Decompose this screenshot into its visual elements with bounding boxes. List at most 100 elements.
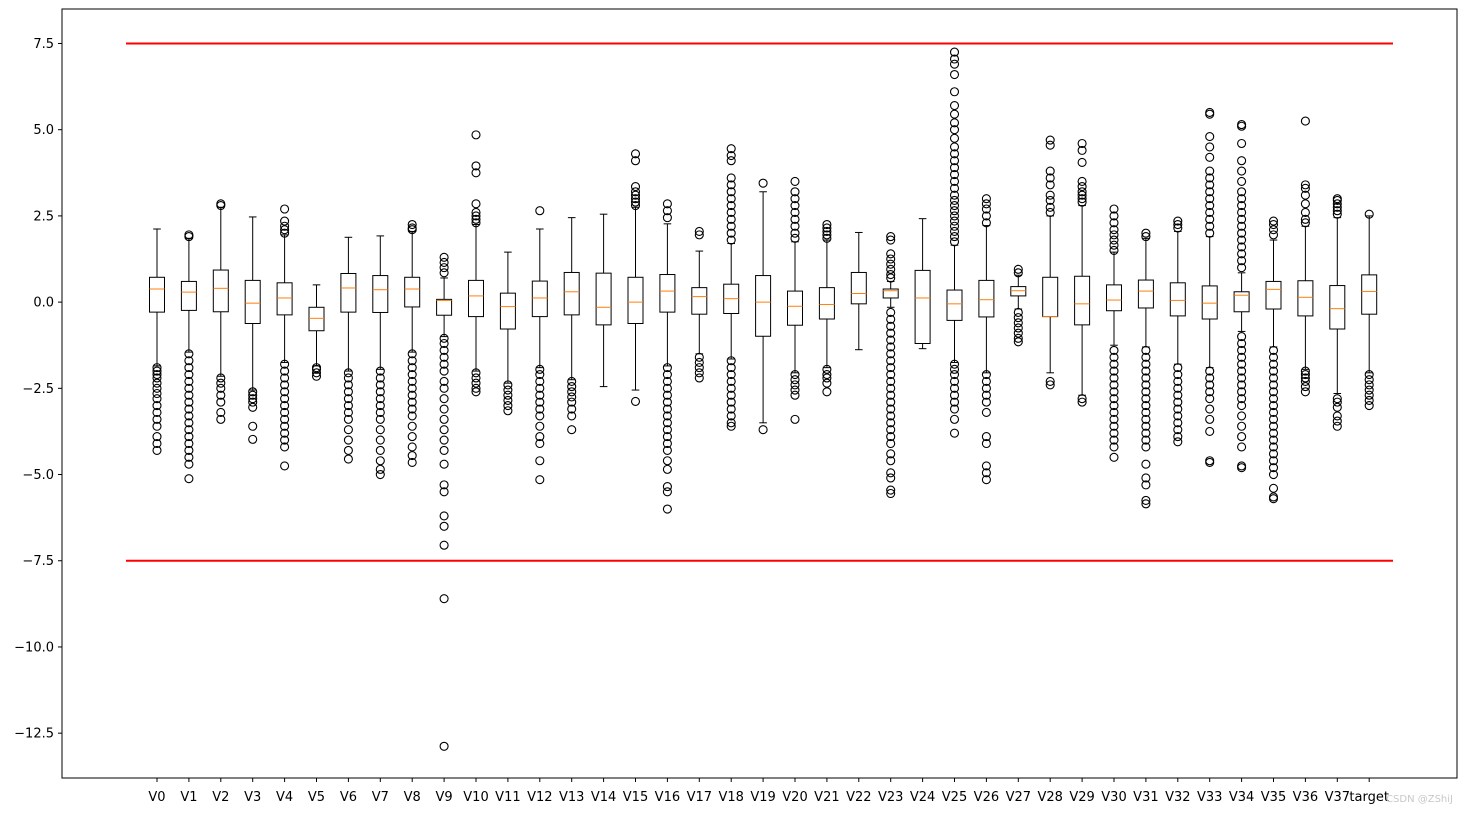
flier-point [1077, 182, 1087, 192]
flier-point [1109, 211, 1119, 221]
flier-point [758, 425, 768, 435]
flier-point [1045, 135, 1055, 145]
flier-point [662, 464, 672, 474]
flier-point [1205, 152, 1215, 162]
flier-point [662, 411, 672, 421]
flier-point [439, 414, 449, 424]
flier-point [1109, 401, 1119, 411]
flier-point [407, 349, 417, 359]
flier-point [949, 364, 960, 374]
flier-point [375, 373, 385, 383]
flier-point [1205, 201, 1215, 211]
flier-point [1109, 452, 1119, 462]
x-tick-label: V24 [910, 790, 935, 805]
box-iqr [755, 275, 772, 337]
flier-point [1268, 345, 1279, 355]
flier-point [471, 199, 481, 209]
flier-point [1237, 187, 1247, 197]
flier-point [1332, 402, 1342, 412]
box-V8 [404, 219, 421, 468]
flier-point [1300, 207, 1310, 218]
flier-point [981, 199, 991, 209]
flier-point [886, 397, 896, 407]
flier-point [790, 214, 800, 224]
flier-point [439, 263, 449, 273]
x-tick-label: V29 [1069, 790, 1094, 805]
flier-point [1109, 387, 1119, 397]
flier-point [1077, 194, 1087, 204]
flier-point [471, 130, 481, 140]
flier-point [1013, 323, 1023, 333]
flier-point [1109, 240, 1119, 250]
flier-point [1077, 145, 1087, 155]
flier-point [886, 235, 896, 245]
flier-point [662, 390, 672, 400]
flier-point [280, 421, 290, 431]
box-V7 [372, 235, 389, 480]
flier-point [216, 199, 226, 209]
box-V26 [978, 194, 995, 485]
flier-point [1077, 394, 1087, 404]
x-tick-label: V10 [463, 790, 488, 805]
flier-point [630, 194, 641, 204]
flier-point [375, 469, 385, 480]
flier-point [981, 383, 991, 393]
flier-point [1173, 404, 1183, 414]
x-tick-label: V21 [814, 790, 839, 805]
flier-point [949, 47, 960, 57]
flier-point [981, 432, 991, 442]
flier-point [1141, 459, 1151, 469]
flier-point [949, 149, 960, 159]
flier-point [503, 395, 513, 405]
box-iqr [1297, 280, 1314, 317]
box-V19 [755, 178, 772, 435]
box-V1 [180, 230, 197, 484]
flier-point [1045, 173, 1055, 183]
box-iqr [404, 276, 421, 308]
flier-point [822, 233, 832, 243]
flier-point [184, 230, 194, 240]
flier-point [375, 380, 385, 390]
box-V30 [1106, 204, 1122, 462]
flier-point [407, 421, 417, 431]
flier-point [981, 397, 991, 407]
flier-point [1237, 338, 1247, 349]
flier-point [439, 487, 449, 497]
flier-point [726, 187, 736, 197]
flier-point [184, 383, 194, 393]
flier-point [886, 314, 896, 324]
flier-point [280, 366, 290, 376]
flier-point [343, 368, 353, 378]
y-tick-label: −2.5 [22, 382, 54, 397]
flier-point [1364, 395, 1374, 405]
flier-point [1013, 307, 1023, 318]
box-V28 [1042, 135, 1059, 390]
x-tick-label: V5 [308, 790, 325, 805]
flier-point [1045, 166, 1055, 176]
flier-point [1173, 376, 1183, 386]
flier-point [1013, 337, 1023, 347]
flier-point [1332, 411, 1342, 421]
flier-point [886, 376, 896, 386]
flier-point [1268, 407, 1279, 418]
box-iqr [244, 279, 261, 324]
flier-point [1268, 219, 1279, 230]
flier-point [662, 404, 672, 414]
flier-point [726, 404, 736, 414]
x-tick-label: V11 [495, 790, 520, 805]
flier-point [949, 156, 960, 166]
y-tick-label: 7.5 [33, 37, 54, 52]
flier-point [662, 425, 672, 435]
flier-point [886, 369, 896, 380]
box-V24 [914, 218, 931, 350]
flier-point [726, 201, 736, 211]
flier-point [407, 411, 417, 421]
flier-point [1173, 437, 1183, 447]
x-tick-label: V0 [148, 790, 165, 805]
box-V0 [149, 228, 165, 455]
box-V35 [1265, 216, 1282, 504]
flier-point [1237, 201, 1247, 211]
box-iqr [1233, 291, 1250, 313]
flier-point [184, 349, 194, 359]
flier-point [981, 369, 991, 380]
